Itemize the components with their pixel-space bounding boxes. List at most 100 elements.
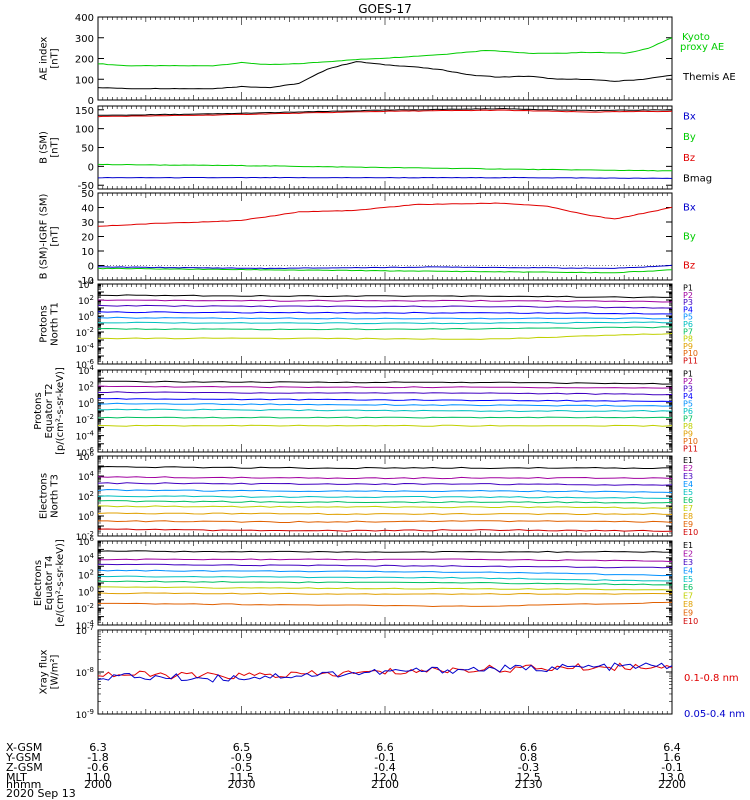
series-line xyxy=(97,465,673,470)
y-tick-label: 10-4 xyxy=(76,342,95,355)
y-tick-label: 0 xyxy=(88,96,94,107)
legend-entry: P10 xyxy=(683,349,698,358)
footer-value: 2000 xyxy=(84,778,112,791)
legend-entry: P7 xyxy=(683,414,693,423)
legend-entry: P9 xyxy=(683,342,693,351)
series-line xyxy=(97,424,673,427)
footer-row-label: hhmm xyxy=(6,778,41,791)
y-tick-label: 102 xyxy=(78,294,94,307)
footer-row-label: Y-GSM xyxy=(5,751,41,764)
series-line xyxy=(97,294,672,299)
y-axis-label: B (SM) xyxy=(39,131,50,164)
legend-entry: E8 xyxy=(683,600,693,609)
y-tick-label: 100 xyxy=(78,510,94,523)
series-line xyxy=(97,495,672,499)
panel-xray: Xray flux [W/m²]10-910-810-70.1-0.8 nm0.0… xyxy=(39,624,746,721)
legend-entry: E5 xyxy=(683,488,693,497)
legend-entry: E7 xyxy=(683,592,693,601)
series-line xyxy=(97,264,673,270)
y-axis-label: Xray flux xyxy=(39,650,50,695)
legend-entry: P5 xyxy=(683,400,693,409)
series-line xyxy=(97,321,672,325)
y-tick-label: 100 xyxy=(75,75,94,86)
series-line xyxy=(97,37,673,67)
series-line xyxy=(97,482,673,486)
series-line xyxy=(97,488,673,493)
series-line xyxy=(97,580,673,586)
panel-b_sm: B (SM) [nT] -50 0 50 100 150 Bx By Bz Bmag xyxy=(39,105,712,192)
legend-entry: P6 xyxy=(683,407,693,416)
footer-value: 2100 xyxy=(371,778,399,791)
plot-frame xyxy=(97,105,673,190)
series-line xyxy=(97,662,673,683)
y-tick-label: 10-8 xyxy=(76,666,94,679)
footer-value: 2130 xyxy=(515,778,543,791)
legend-entry: Themis AE xyxy=(682,72,736,83)
plot-frame xyxy=(97,192,673,281)
y-tick-label: 102 xyxy=(78,569,94,582)
y-tick-label: 20 xyxy=(81,233,94,244)
series-line xyxy=(97,528,673,532)
y-tick-label: 104 xyxy=(78,470,94,483)
series-line xyxy=(98,380,673,385)
y-axis-label: AE index xyxy=(39,37,50,81)
y-tick-label: -10 xyxy=(78,276,94,287)
footer-value: -0.5 xyxy=(231,761,252,774)
footer-value: 2030 xyxy=(228,778,256,791)
legend-entry: By xyxy=(683,132,696,143)
series-line xyxy=(97,592,673,595)
y-axis-label: Electrons xyxy=(33,560,44,606)
legend-entry: P7 xyxy=(683,327,693,336)
legend-entry: Bx xyxy=(683,111,696,122)
footer-value: 6.6 xyxy=(376,741,394,754)
footer-value: 12.0 xyxy=(373,771,398,784)
legend-entry: Bx xyxy=(683,203,696,214)
plot-frame xyxy=(97,540,673,626)
legend-entry: E4 xyxy=(683,566,693,575)
y-axis-label: North T3 xyxy=(50,474,61,518)
series-line xyxy=(97,569,673,577)
legend-entry: E8 xyxy=(683,512,693,521)
y-tick-label: 400 xyxy=(75,13,94,24)
legend-entry: P2 xyxy=(683,291,693,300)
series-line xyxy=(97,304,673,309)
legend-entry: P8 xyxy=(683,335,693,344)
plot-frame xyxy=(97,629,673,715)
series-line xyxy=(97,558,673,563)
x-axis-ticks xyxy=(97,370,673,452)
y-tick-label: 100 xyxy=(78,585,94,598)
y-tick-label: 300 xyxy=(75,34,94,45)
footer-value: -0.1 xyxy=(374,751,395,764)
x-axis-ticks xyxy=(97,541,673,625)
x-axis-ticks xyxy=(97,456,673,536)
legend-entry: P8 xyxy=(683,422,693,431)
series-line xyxy=(97,385,673,389)
y-tick-label: 40 xyxy=(81,204,94,215)
panel-p_t2: Protons Equator T2 [p/(cm²-s-sr-keV)] 10-61… xyxy=(33,364,698,459)
legend-entry: 0.05-0.4 nm xyxy=(684,709,745,720)
legend-entry: P3 xyxy=(683,385,693,394)
legend-entry: E4 xyxy=(683,480,693,489)
legend-entry: E9 xyxy=(683,520,693,529)
series-line xyxy=(98,391,673,396)
legend-entry: E3 xyxy=(683,558,693,567)
y-tick-label: 0 xyxy=(88,262,94,273)
footer-value: -0.3 xyxy=(518,761,539,774)
footer-value: -0.6 xyxy=(87,761,108,774)
x-axis-ticks xyxy=(97,106,673,189)
series-line xyxy=(97,500,673,504)
legend-entry: P3 xyxy=(683,298,693,307)
series-line xyxy=(97,575,673,582)
series-line xyxy=(97,109,673,118)
x-axis-ticks xyxy=(97,17,673,100)
legend-entry: By xyxy=(683,232,696,243)
y-axis-label: B (SM)-IGRF (SM) xyxy=(39,194,50,280)
series-line xyxy=(97,505,673,509)
footer-value: 2200 xyxy=(658,778,686,791)
legend-entry: P4 xyxy=(683,305,693,314)
series-line xyxy=(97,402,673,407)
series-line xyxy=(97,326,673,331)
